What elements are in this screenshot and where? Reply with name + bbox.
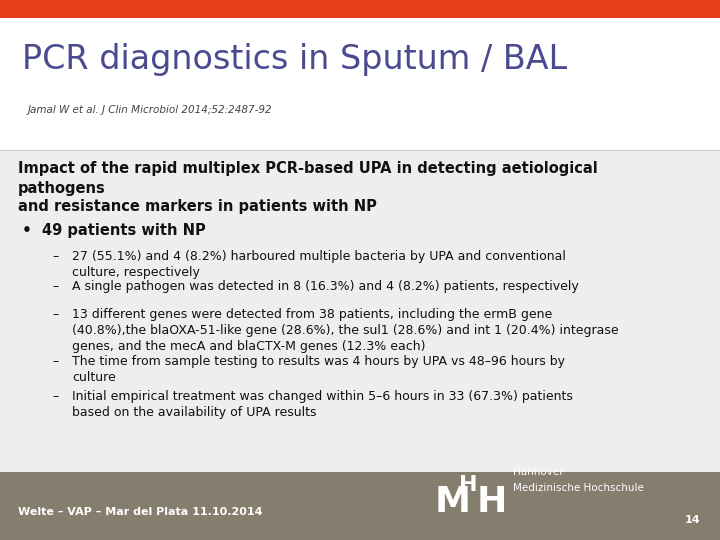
- Text: genes, and the mecA and blaCTX-M genes (12.3% each): genes, and the mecA and blaCTX-M genes (…: [72, 340, 426, 353]
- Text: A single pathogen was detected in 8 (16.3%) and 4 (8.2%) patients, respectively: A single pathogen was detected in 8 (16.…: [72, 280, 579, 293]
- Text: Hannover: Hannover: [513, 467, 564, 477]
- Text: 49 patients with NP: 49 patients with NP: [42, 222, 206, 238]
- Text: The time from sample testing to results was 4 hours by UPA vs 48–96 hours by: The time from sample testing to results …: [72, 355, 565, 368]
- Text: 13 different genes were detected from 38 patients, including the ermB gene: 13 different genes were detected from 38…: [72, 308, 552, 321]
- Text: Initial empirical treatment was changed within 5–6 hours in 33 (67.3%) patients: Initial empirical treatment was changed …: [72, 390, 573, 403]
- Text: H: H: [459, 475, 477, 495]
- Text: –: –: [52, 355, 58, 368]
- Text: (40.8%),the blaOXA-51-like gene (28.6%), the sul1 (28.6%) and int 1 (20.4%) inte: (40.8%),the blaOXA-51-like gene (28.6%),…: [72, 324, 618, 337]
- Bar: [0, 472, 720, 540]
- Text: and resistance markers in patients with NP: and resistance markers in patients with …: [18, 199, 377, 214]
- Text: culture, respectively: culture, respectively: [72, 266, 200, 279]
- Text: 14: 14: [685, 515, 700, 525]
- Text: Medizinische Hochschule: Medizinische Hochschule: [513, 483, 644, 493]
- Text: –: –: [52, 280, 58, 293]
- Text: H: H: [477, 485, 508, 519]
- Text: Jamal W et al. J Clin Microbiol 2014;52:2487-92: Jamal W et al. J Clin Microbiol 2014;52:…: [28, 105, 273, 115]
- Bar: [0, 18, 720, 150]
- Text: –: –: [52, 390, 58, 403]
- Text: Welte – VAP – Mar del Plata 11.10.2014: Welte – VAP – Mar del Plata 11.10.2014: [18, 507, 263, 517]
- Bar: [0, 0, 720, 18]
- Text: pathogens: pathogens: [18, 180, 106, 195]
- Text: Impact of the rapid multiplex PCR-based UPA in detecting aetiological: Impact of the rapid multiplex PCR-based …: [18, 160, 598, 176]
- Text: PCR diagnostics in Sputum / BAL: PCR diagnostics in Sputum / BAL: [22, 44, 567, 77]
- Text: M: M: [435, 485, 471, 519]
- Text: •: •: [22, 222, 32, 238]
- Text: culture: culture: [72, 371, 116, 384]
- Text: based on the availability of UPA results: based on the availability of UPA results: [72, 406, 317, 419]
- Text: –: –: [52, 308, 58, 321]
- Text: –: –: [52, 250, 58, 263]
- Text: 27 (55.1%) and 4 (8.2%) harboured multiple bacteria by UPA and conventional: 27 (55.1%) and 4 (8.2%) harboured multip…: [72, 250, 566, 263]
